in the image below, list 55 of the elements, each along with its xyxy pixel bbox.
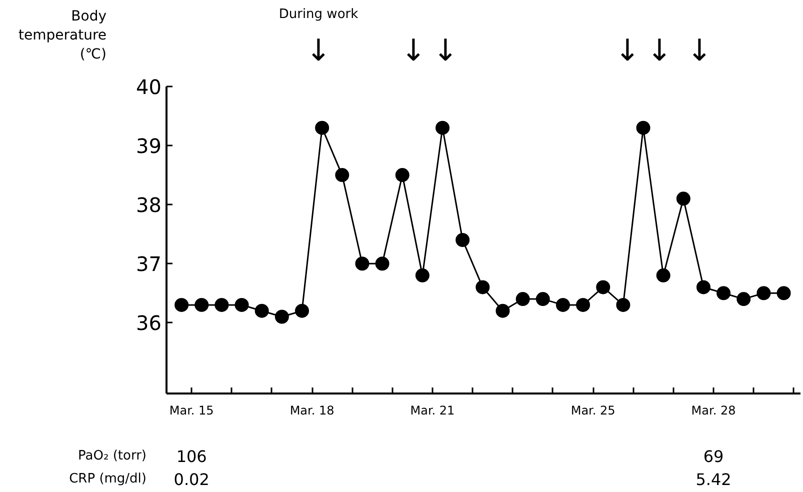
point	[596, 280, 610, 294]
text: ↓	[686, 34, 712, 68]
point	[556, 298, 570, 312]
point	[696, 280, 710, 294]
x-tick-label: Mar. 28	[691, 404, 736, 418]
x-tick-label: Mar. 18	[290, 404, 334, 418]
point	[736, 292, 751, 306]
point	[355, 256, 370, 271]
text: ↓	[306, 34, 332, 68]
point	[616, 298, 630, 312]
text: 69	[703, 447, 724, 466]
point	[375, 256, 390, 271]
text: 106	[176, 447, 207, 466]
text: ↓	[432, 34, 458, 68]
text: PaO₂ (torr)	[78, 448, 146, 464]
point	[476, 280, 490, 294]
point	[274, 310, 289, 324]
point	[194, 298, 209, 312]
point	[516, 292, 530, 306]
text: 0.02	[174, 470, 210, 489]
point	[295, 304, 309, 318]
y-tick-label: 38	[136, 193, 162, 218]
point	[636, 120, 650, 135]
text: During work	[278, 7, 359, 22]
point	[716, 286, 731, 300]
point	[456, 233, 470, 247]
point	[436, 120, 450, 135]
point	[776, 286, 791, 300]
point	[335, 168, 350, 182]
text: CRP (mg/dl)	[69, 472, 147, 486]
text: 5.42	[696, 470, 732, 489]
x-tick-label: Mar. 21	[410, 404, 455, 418]
y-axis-title: Body temperature (℃)	[18, 8, 107, 63]
point	[496, 304, 510, 318]
y-tick-label: 39	[136, 134, 162, 158]
point	[174, 298, 189, 312]
text: ↓	[614, 34, 640, 68]
point	[395, 168, 410, 182]
point	[756, 286, 771, 300]
point	[656, 268, 670, 282]
point	[415, 268, 430, 282]
y-tick-label: 37	[136, 252, 162, 276]
point	[315, 120, 330, 135]
text: ↓	[646, 34, 672, 68]
point	[676, 192, 690, 206]
point	[254, 304, 269, 318]
x-tick-label: Mar. 25	[570, 404, 616, 418]
point	[214, 298, 229, 312]
x-tick-label: Mar. 15	[169, 404, 214, 418]
point	[234, 298, 249, 312]
point	[536, 292, 550, 306]
y-tick-label: 36	[136, 311, 162, 336]
text: ↓	[400, 34, 426, 68]
y-tick-label: 40	[136, 75, 162, 99]
point	[576, 298, 590, 312]
